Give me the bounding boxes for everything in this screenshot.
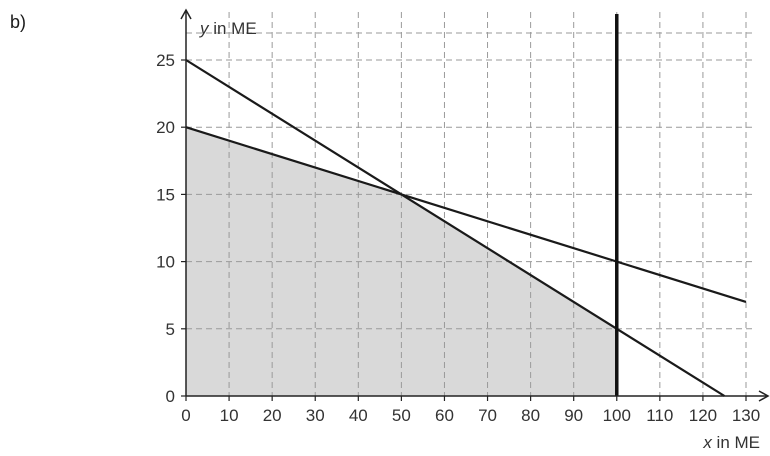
- part-label: b): [10, 12, 27, 32]
- constraint-line-1: [186, 59, 726, 397]
- x-axis-title: x in ME: [702, 433, 760, 452]
- y-tick-label-20: 20: [156, 118, 175, 137]
- x-tick-label-0: 0: [181, 406, 190, 425]
- y-axis-arrow: [180, 8, 192, 20]
- x-tick-label-70: 70: [478, 406, 497, 425]
- x-tick-label-10: 10: [220, 406, 239, 425]
- axes: [180, 8, 770, 402]
- constraint-line-2: [186, 126, 747, 303]
- tick-labels: 0 10 20 30 40 50 60 70 80 90 100 110 120 130 0 5 10 15 20 2…: [156, 51, 760, 425]
- x-tick-label-40: 40: [349, 406, 368, 425]
- x-tick-label-20: 20: [263, 406, 282, 425]
- x-tick-label-110: 110: [646, 406, 673, 425]
- y-tick-label-10: 10: [156, 253, 175, 272]
- y-axis-title: y in ME: [199, 19, 257, 38]
- y-tick-label-15: 15: [156, 185, 175, 204]
- constraint-lines: [186, 14, 747, 397]
- x-axis-arrow: [758, 390, 770, 402]
- y-tick-label-5: 5: [166, 320, 175, 339]
- x-tick-label-60: 60: [435, 406, 454, 425]
- y-tick-label-0: 0: [166, 387, 175, 406]
- x-tick-label-50: 50: [392, 406, 411, 425]
- x-tick-label-100: 100: [603, 406, 631, 425]
- y-tick-label-25: 25: [156, 51, 175, 70]
- x-tick-label-90: 90: [564, 406, 583, 425]
- x-tick-label-30: 30: [306, 406, 325, 425]
- x-tick-label-130: 130: [732, 406, 760, 425]
- x-tick-label-80: 80: [521, 406, 540, 425]
- x-tick-label-120: 120: [689, 406, 717, 425]
